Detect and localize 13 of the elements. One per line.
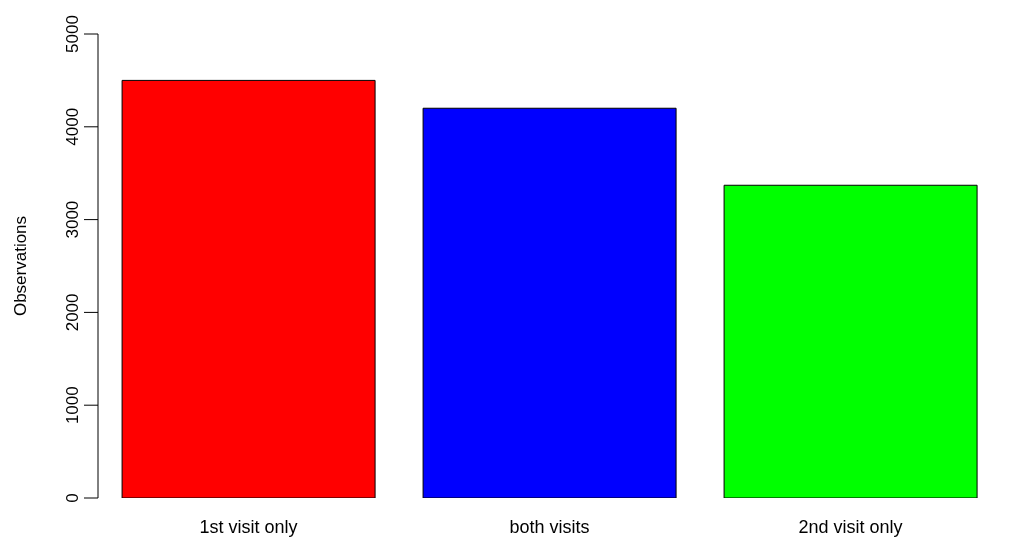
y-tick-label: 2000 bbox=[63, 293, 82, 332]
bar bbox=[422, 107, 677, 498]
bar bbox=[723, 184, 978, 498]
bar bbox=[121, 79, 376, 498]
x-tick-label: both visits bbox=[509, 516, 590, 537]
y-axis-title: Observations bbox=[11, 215, 31, 317]
x-tick-label: 2nd visit only bbox=[798, 516, 903, 537]
x-tick-label: 1st visit only bbox=[199, 516, 298, 537]
y-tick-label: 3000 bbox=[63, 200, 82, 239]
y-tick-label: 1000 bbox=[63, 386, 82, 425]
y-tick-label: 5000 bbox=[63, 15, 82, 53]
y-tick-label: 4000 bbox=[63, 107, 82, 146]
y-tick-label: 0 bbox=[63, 493, 82, 503]
